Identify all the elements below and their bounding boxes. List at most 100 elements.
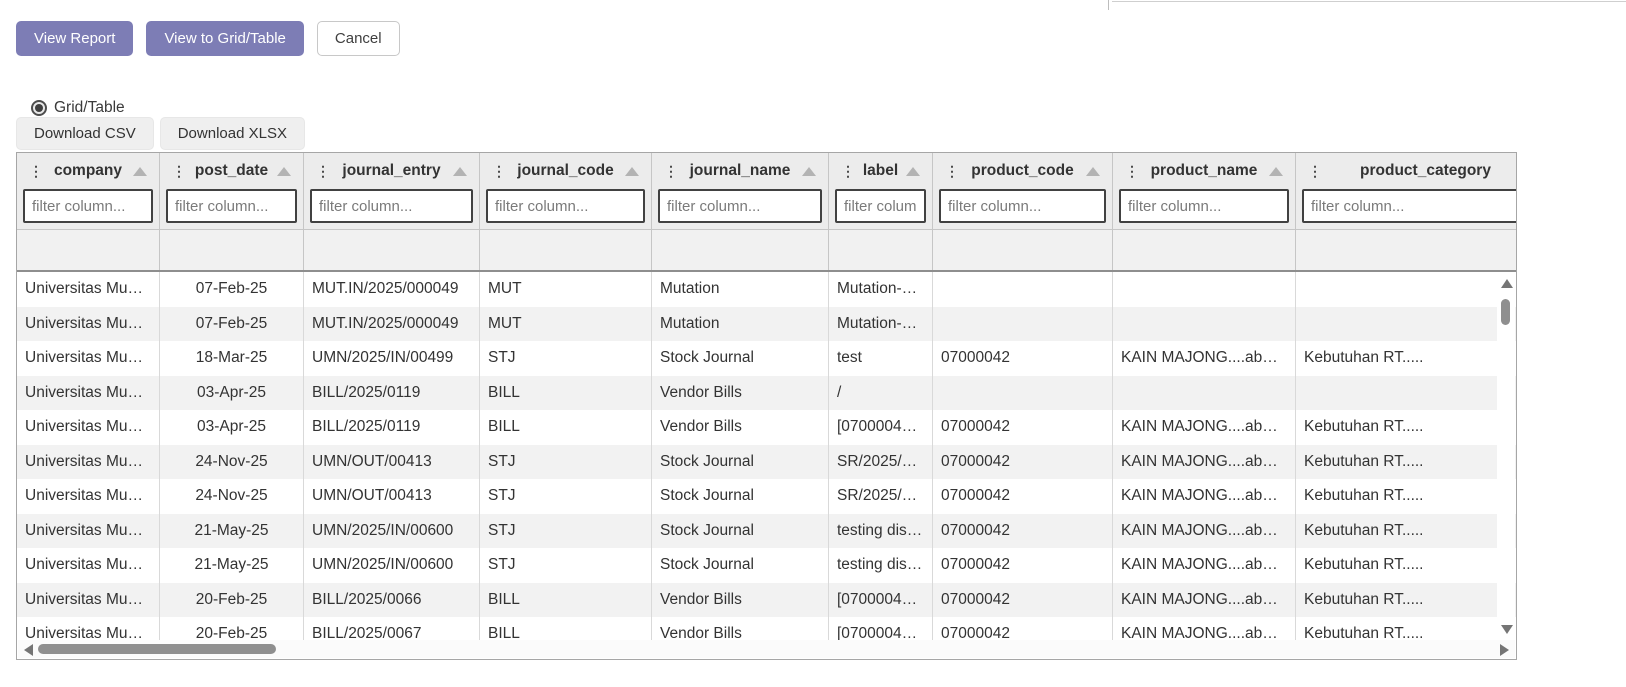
drag-handle-icon[interactable]: ⋮ (1125, 163, 1139, 179)
sort-asc-icon[interactable] (452, 166, 467, 176)
vertical-scrollbar[interactable] (1497, 272, 1515, 641)
drag-handle-icon[interactable]: ⋮ (841, 163, 855, 179)
column-sort-header-product_code[interactable]: ⋮ product_code (933, 153, 1112, 189)
table-cell-product_category: Kebutuhan RT..... (1296, 548, 1516, 583)
download-csv-button[interactable]: Download CSV (16, 117, 154, 150)
table-cell-post_date: 18-Mar-25 (160, 341, 304, 376)
sort-asc-icon[interactable] (625, 166, 639, 176)
grid-body: Universitas Mu… 07-Feb-25 MUT.IN/2025/0000… (17, 272, 1516, 641)
drag-handle-icon[interactable]: ⋮ (1308, 163, 1322, 179)
horizontal-scrollbar[interactable] (18, 640, 1515, 658)
table-cell-label: [0700004… (829, 617, 933, 641)
column-sort-header-company[interactable]: ⋮ company (17, 153, 159, 189)
view-mode-row: Grid/Table (31, 99, 125, 117)
drag-handle-icon[interactable]: ⋮ (945, 163, 959, 179)
horizontal-scrollbar-thumb[interactable] (38, 644, 276, 654)
table-cell-post_date: 07-Feb-25 (160, 306, 304, 341)
table-row[interactable]: Universitas Mu… 07-Feb-25 MUT.IN/2025/0000… (17, 306, 1516, 341)
drag-handle-icon[interactable]: ⋮ (29, 163, 43, 179)
drag-handle-icon[interactable]: ⋮ (492, 163, 506, 179)
table-cell-product_name: KAIN MAJONG....ab… (1113, 444, 1296, 479)
drag-handle-icon[interactable]: ⋮ (316, 163, 330, 179)
table-cell-journal_name: Mutation (652, 272, 829, 307)
column-filter-input-product_name[interactable] (1119, 189, 1289, 223)
drag-handle-icon[interactable]: ⋮ (664, 163, 678, 179)
table-cell-company: Universitas Mu… (17, 617, 160, 641)
table-cell-product_category: Kebutuhan RT..... (1296, 583, 1516, 618)
table-cell-product_code (933, 272, 1113, 307)
table-row[interactable]: Universitas Mu… 03-Apr-25 BILL/2025/0119 BI… (17, 410, 1516, 445)
table-row[interactable]: Universitas Mu… 18-Mar-25 UMN/2025/IN/0049… (17, 341, 1516, 376)
column-sort-header-product_name[interactable]: ⋮ product_name (1113, 153, 1295, 189)
download-xlsx-button[interactable]: Download XLSX (159, 117, 305, 150)
table-cell-product_category: Kebutuhan RT..... (1296, 445, 1516, 480)
table-cell-post_date: 07-Feb-25 (160, 272, 304, 307)
table-cell-label: SR/2025/… (829, 479, 933, 514)
column-filter-input-post_date[interactable] (166, 189, 297, 223)
table-cell-journal_entry: MUT.IN/2025/000049 (304, 272, 480, 307)
column-sort-header-journal_code[interactable]: ⋮ journal_code (480, 153, 651, 189)
table-cell-journal_name: Vendor Bills (652, 582, 829, 617)
column-sort-header-label[interactable]: ⋮ label (829, 153, 932, 189)
table-row[interactable]: Universitas Mu… 07-Feb-25 MUT.IN/2025/0000… (17, 272, 1516, 307)
scroll-right-arrow-icon[interactable] (1500, 644, 1509, 656)
table-cell-journal_code: BILL (480, 582, 652, 617)
table-row[interactable]: Universitas Mu… 24-Nov-25 UMN/OUT/00413 STJ… (17, 479, 1516, 514)
column-sort-header-post_date[interactable]: ⋮ post_date (160, 153, 303, 189)
download-row: Download CSV Download XLSX (16, 117, 305, 150)
sort-asc-icon[interactable] (1269, 166, 1283, 176)
table-cell-post_date: 03-Apr-25 (160, 410, 304, 445)
table-cell-journal_entry: BILL/2025/0067 (304, 617, 480, 641)
table-row[interactable]: Universitas Mu… 03-Apr-25 BILL/2025/0119 BI… (17, 375, 1516, 410)
grid-table-radio[interactable] (31, 100, 47, 116)
column-sort-header-journal_entry[interactable]: ⋮ journal_entry (304, 153, 479, 189)
table-cell-journal_name: Stock Journal (652, 341, 829, 376)
table-cell-product_code: 07000042 (933, 341, 1113, 376)
column-header-label: ⋮ label (829, 153, 933, 229)
column-header-label: label (862, 162, 899, 179)
column-filter-input-product_code[interactable] (939, 189, 1106, 223)
column-filter-input-company[interactable] (23, 189, 153, 223)
view-grid-table-button[interactable]: View to Grid/Table (146, 21, 304, 56)
table-row[interactable]: Universitas Mu… 21-May-25 UMN/2025/IN/0060… (17, 548, 1516, 583)
scroll-down-arrow-icon[interactable] (1501, 625, 1513, 634)
aggregate-cell-product_name (1113, 230, 1296, 270)
column-filter-input-journal_entry[interactable] (310, 189, 473, 223)
column-filter-input-journal_name[interactable] (658, 189, 822, 223)
table-row[interactable]: Universitas Mu… 24-Nov-25 UMN/OUT/00413 STJ… (17, 444, 1516, 480)
scroll-up-arrow-icon[interactable] (1501, 279, 1513, 288)
sort-asc-icon[interactable] (1085, 166, 1100, 176)
table-cell-company: Universitas Mu… (17, 306, 160, 341)
table-cell-journal_code: MUT (480, 272, 652, 307)
table-cell-journal_code: MUT (480, 306, 652, 341)
table-row[interactable]: Universitas Mu… 20-Feb-25 BILL/2025/0067 BI… (17, 617, 1516, 641)
table-cell-product_code: 07000042 (933, 617, 1113, 641)
column-header-product_code: ⋮ product_code (933, 153, 1113, 229)
table-cell-product_code: 07000042 (933, 548, 1113, 583)
table-cell-company: Universitas Mu… (17, 341, 160, 376)
table-cell-journal_code: STJ (480, 479, 652, 514)
drag-handle-icon[interactable]: ⋮ (172, 163, 186, 179)
column-sort-header-journal_name[interactable]: ⋮ journal_name (652, 153, 828, 189)
column-filter-input-journal_code[interactable] (486, 189, 645, 223)
column-filter-input-label[interactable] (835, 189, 926, 223)
table-cell-journal_entry: BILL/2025/0066 (304, 582, 480, 617)
table-cell-post_date: 24-Nov-25 (160, 444, 304, 479)
cancel-button[interactable]: Cancel (316, 21, 400, 56)
sort-asc-icon[interactable] (802, 166, 816, 176)
column-filter-input-product_category[interactable] (1302, 189, 1516, 223)
table-cell-product_name (1113, 272, 1296, 307)
table-row[interactable]: Universitas Mu… 21-May-25 UMN/2025/IN/0060… (17, 513, 1516, 548)
table-row[interactable]: Universitas Mu… 20-Feb-25 BILL/2025/0066 BI… (17, 582, 1516, 618)
sort-asc-icon[interactable] (133, 166, 147, 176)
sort-asc-icon[interactable] (905, 166, 920, 176)
table-cell-company: Universitas Mu… (17, 272, 160, 307)
column-sort-header-product_category[interactable]: ⋮ product_category (1296, 153, 1516, 189)
table-cell-product_name: KAIN MAJONG....ab… (1113, 410, 1296, 445)
sort-asc-icon[interactable] (277, 166, 291, 176)
scroll-left-arrow-icon[interactable] (24, 644, 33, 656)
view-report-button[interactable]: View Report (16, 21, 134, 56)
column-header-product_name: ⋮ product_name (1113, 153, 1296, 229)
vertical-scrollbar-thumb[interactable] (1501, 299, 1510, 325)
column-header-journal_code: ⋮ journal_code (480, 153, 652, 229)
